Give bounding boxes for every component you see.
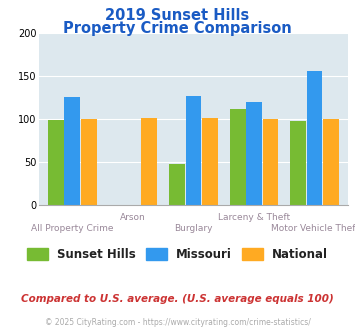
Bar [186, 96, 201, 205]
Text: © 2025 CityRating.com - https://www.cityrating.com/crime-statistics/: © 2025 CityRating.com - https://www.city… [45, 318, 310, 327]
Bar [307, 71, 322, 205]
Bar [169, 164, 185, 205]
Bar [262, 119, 278, 205]
Bar [48, 120, 64, 205]
Text: All Property Crime: All Property Crime [31, 224, 114, 233]
Bar [81, 119, 97, 205]
Bar [290, 121, 306, 205]
Bar [202, 118, 218, 205]
Bar [141, 118, 157, 205]
Bar [65, 97, 80, 205]
Text: Motor Vehicle Theft: Motor Vehicle Theft [271, 224, 355, 233]
Text: Property Crime Comparison: Property Crime Comparison [63, 21, 292, 36]
Bar [246, 102, 262, 205]
Bar [323, 119, 339, 205]
Text: Burglary: Burglary [174, 224, 213, 233]
Bar [230, 109, 246, 205]
Text: Compared to U.S. average. (U.S. average equals 100): Compared to U.S. average. (U.S. average … [21, 294, 334, 304]
Legend: Sunset Hills, Missouri, National: Sunset Hills, Missouri, National [23, 245, 332, 265]
Text: Larceny & Theft: Larceny & Theft [218, 213, 290, 222]
Text: Arson: Arson [120, 213, 146, 222]
Text: 2019 Sunset Hills: 2019 Sunset Hills [105, 8, 250, 23]
